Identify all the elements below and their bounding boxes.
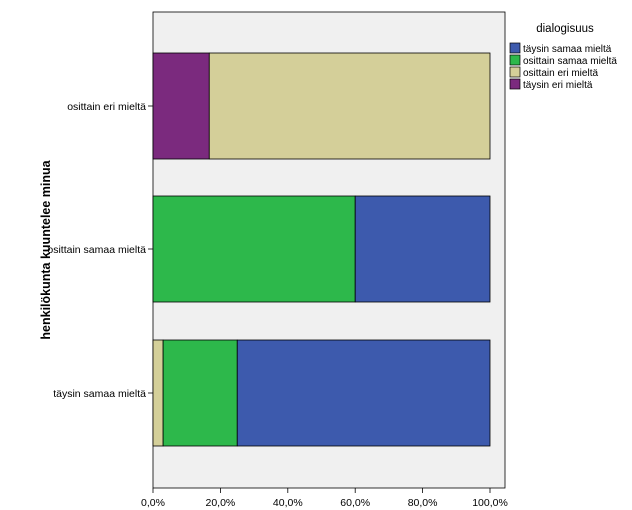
bar-taysin-samaa-mielta-osittain-samaa-mielta [162, 339, 238, 447]
bar-taysin-samaa-mielta-osittain-eri-mielta [152, 339, 164, 447]
bar-osittain-samaa-mielta-osittain-samaa-mielta [152, 195, 356, 303]
y-tick-label: täysin samaa mieltä [53, 388, 146, 400]
x-axis-ticks: 0,0% 20,0% 40,0% 60,0% 80,0% 100,0% [141, 488, 508, 509]
legend-label: täysin samaa mieltä [523, 44, 612, 55]
x-tick-label: 0,0% [141, 497, 165, 509]
legend-title: dialogisuus [536, 23, 594, 35]
legend-swatch [509, 66, 521, 78]
legend-label: osittain samaa mieltä [523, 56, 617, 67]
bar-osittain-samaa-mielta-taysin-samaa-mielta [354, 195, 491, 303]
legend-label: täysin eri mieltä [523, 80, 593, 91]
y-tick-label: osittain samaa mieltä [47, 244, 146, 256]
bar-segments [152, 52, 491, 447]
x-tick-label: 80,0% [408, 497, 438, 509]
y-axis-label: henkilökunta kuuntelee minua [39, 159, 53, 339]
legend-swatch [509, 54, 521, 66]
legend-swatch [509, 42, 521, 54]
y-tick-label: osittain eri mieltä [67, 101, 146, 113]
x-tick-label: 40,0% [273, 497, 303, 509]
bar-osittain-eri-mielta-taysin-eri-mielta [152, 52, 210, 160]
x-tick-label: 100,0% [472, 497, 508, 509]
legend-label: osittain eri mieltä [523, 68, 598, 79]
bar-osittain-eri-mielta-osittain-eri-mielta [208, 52, 491, 160]
y-axis-ticks: osittain eri mieltä osittain samaa mieltä… [47, 101, 153, 400]
x-tick-label: 20,0% [206, 497, 236, 509]
legend-swatch [509, 78, 521, 90]
bar-taysin-samaa-mielta-taysin-samaa-mielta [236, 339, 491, 447]
x-tick-label: 60,0% [340, 497, 370, 509]
